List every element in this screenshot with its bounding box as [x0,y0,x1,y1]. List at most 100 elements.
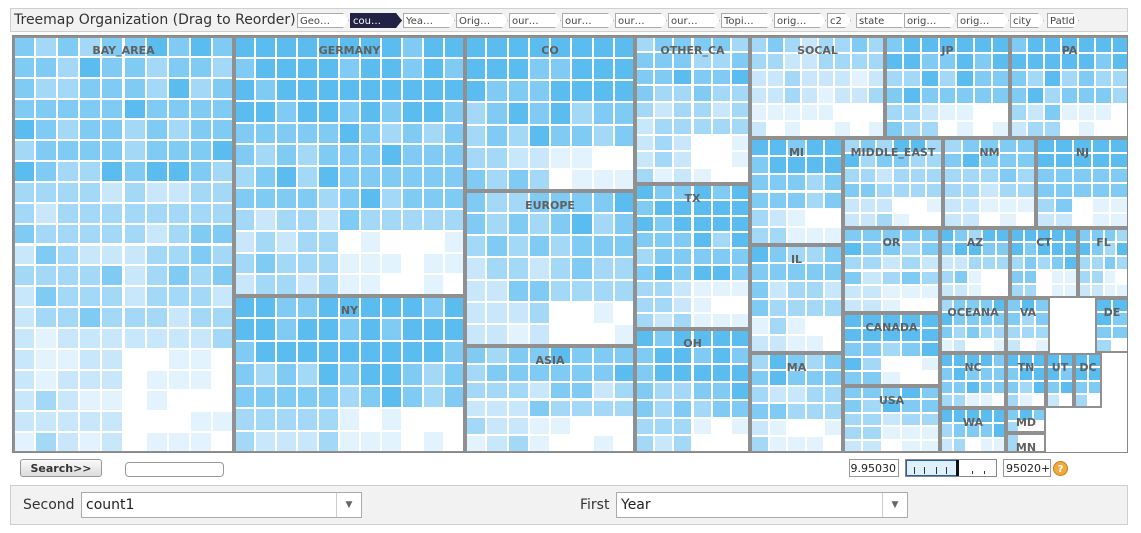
treemap-cell[interactable] [297,274,318,296]
treemap-cell[interactable] [465,191,487,214]
treemap-cell[interactable] [800,87,818,104]
treemap-cell[interactable] [486,279,508,302]
treemap-cell[interactable] [711,382,731,400]
treemap-cell[interactable] [189,244,212,266]
treemap-cell[interactable] [79,390,102,412]
treemap-cell[interactable] [787,245,806,263]
treemap-cell[interactable] [507,257,529,280]
treemap-cell[interactable] [1074,366,1088,381]
treemap-cell[interactable] [805,281,825,299]
treemap-cell[interactable] [881,256,902,271]
treemap-cell[interactable] [79,202,102,224]
treemap-cell[interactable] [79,181,102,203]
treemap-cell[interactable] [189,77,212,99]
treemap-cell[interactable] [35,348,58,370]
treemap-cell[interactable] [550,346,572,364]
treemap-cell[interactable] [926,153,943,168]
treemap-cell[interactable] [711,101,731,119]
treemap-cell[interactable] [766,121,784,138]
treemap-cell[interactable] [996,242,1010,256]
treemap-cell[interactable] [1095,87,1112,104]
treemap-cell[interactable] [123,265,146,287]
treemap-cell[interactable] [1078,228,1091,242]
treemap-cell[interactable] [711,216,731,233]
treemap-cell[interactable] [920,87,939,104]
treemap-cell[interactable] [938,70,957,87]
treemap-cell[interactable] [881,386,902,400]
treemap-cell[interactable] [1010,284,1024,298]
field-chip[interactable]: c2 [827,13,851,28]
treemap-cell[interactable] [800,36,818,53]
treemap-cell[interactable] [1027,121,1044,138]
treemap-cell[interactable] [635,216,655,233]
treemap-cell[interactable] [1091,213,1111,228]
treemap-cell[interactable] [635,85,655,102]
treemap-cell[interactable] [507,399,529,418]
treemap-cell[interactable] [592,58,614,81]
treemap-cell[interactable] [787,281,806,299]
treemap-cell[interactable] [859,183,877,198]
treemap-cell[interactable] [920,313,940,328]
treemap-cell[interactable] [998,153,1018,168]
treemap-cell[interactable] [444,36,465,58]
treemap-cell[interactable] [992,104,1010,121]
treemap-cell[interactable] [486,381,508,400]
treemap-cell[interactable] [167,140,190,162]
treemap-cell[interactable] [57,56,80,78]
treemap-cell[interactable] [992,380,1006,395]
treemap-cell[interactable] [592,191,614,214]
treemap-cell[interactable] [1060,394,1074,408]
treemap-cell[interactable] [1061,53,1078,70]
treemap-cell[interactable] [318,209,339,231]
treemap-cell[interactable] [692,280,712,297]
treemap-cell[interactable] [862,399,882,413]
treemap-cell[interactable] [189,286,212,308]
treemap-cell[interactable] [234,430,255,452]
treemap-cell[interactable] [1032,394,1046,408]
treemap-cell[interactable] [1046,366,1060,381]
treemap-cell[interactable] [276,144,297,166]
treemap-cell[interactable] [940,256,954,270]
treemap-cell[interactable] [750,155,769,174]
treemap-cell[interactable] [982,284,996,298]
treemap-cell[interactable] [909,198,927,213]
treemap-cell[interactable] [1050,242,1065,256]
treemap-cell[interactable] [79,369,102,391]
treemap-cell[interactable] [938,121,957,138]
treemap-cell[interactable] [444,385,465,409]
treemap-cell[interactable] [901,371,921,386]
treemap-cell[interactable] [360,166,381,188]
treemap-cell[interactable] [613,301,635,324]
treemap-cell[interactable] [881,439,902,452]
treemap-cell[interactable] [423,340,444,364]
treemap-cell[interactable] [339,57,360,80]
treemap-cell[interactable] [730,118,750,135]
treemap-cell[interactable] [276,274,297,296]
treemap-cell[interactable] [956,53,975,70]
treemap-cell[interactable] [381,166,402,188]
treemap-cell[interactable] [339,79,360,101]
treemap-cell[interactable] [297,318,318,341]
treemap-cell[interactable] [893,168,910,183]
treemap-cell[interactable] [750,369,769,387]
treemap-cell[interactable] [465,80,487,103]
treemap-cell[interactable] [189,411,212,433]
treemap-cell[interactable] [1037,242,1051,256]
chevron-down-icon[interactable]: ▼ [882,493,907,517]
treemap-cell[interactable] [824,299,843,317]
treemap-cell[interactable] [613,435,635,452]
treemap-cell[interactable] [938,104,957,121]
treemap-cell[interactable] [297,385,318,409]
treemap-cell[interactable] [654,232,674,249]
treemap-cell[interactable] [998,183,1018,198]
treemap-cell[interactable] [1010,256,1024,270]
treemap-cell[interactable] [1010,242,1024,256]
treemap-cell[interactable] [528,36,550,59]
treemap-cell[interactable] [692,134,712,152]
treemap-cell[interactable] [571,102,593,125]
treemap-cell[interactable] [613,257,635,280]
treemap-cell[interactable] [234,79,255,101]
treemap-cell[interactable] [1088,394,1102,408]
treemap-cell[interactable] [974,36,993,53]
treemap-cell[interactable] [692,52,712,69]
